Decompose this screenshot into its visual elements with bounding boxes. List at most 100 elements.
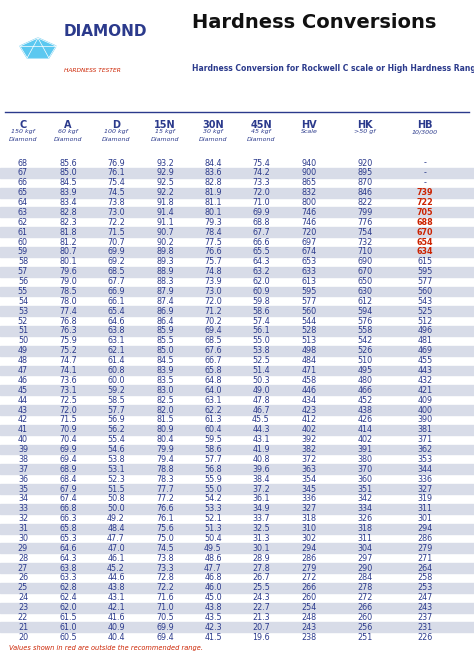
Text: 318: 318 bbox=[357, 524, 373, 533]
Text: 75.9: 75.9 bbox=[59, 336, 77, 346]
Text: 69.4: 69.4 bbox=[59, 455, 77, 464]
Text: 40.8: 40.8 bbox=[252, 455, 270, 464]
Text: 28.9: 28.9 bbox=[252, 554, 270, 563]
Text: 67.7: 67.7 bbox=[107, 277, 125, 286]
Text: 264: 264 bbox=[418, 563, 433, 572]
Text: 674: 674 bbox=[301, 248, 317, 256]
Text: 61.4: 61.4 bbox=[107, 356, 125, 365]
Text: 52: 52 bbox=[18, 317, 28, 325]
Text: 69.9: 69.9 bbox=[156, 623, 174, 632]
Text: 72.0: 72.0 bbox=[59, 406, 77, 415]
Text: 33.7: 33.7 bbox=[252, 514, 270, 523]
Text: 382: 382 bbox=[301, 445, 317, 454]
Text: 800: 800 bbox=[301, 198, 317, 207]
Text: 57.7: 57.7 bbox=[204, 455, 222, 464]
Text: 370: 370 bbox=[357, 465, 373, 474]
Text: 36.1: 36.1 bbox=[252, 494, 270, 503]
Text: 72.5: 72.5 bbox=[59, 396, 77, 405]
Text: 391: 391 bbox=[357, 445, 373, 454]
Text: 67.9: 67.9 bbox=[59, 484, 77, 494]
Text: 61.3: 61.3 bbox=[204, 415, 222, 424]
Text: 60.5: 60.5 bbox=[59, 632, 77, 642]
Bar bbox=[0, 228, 474, 237]
Text: 71.0: 71.0 bbox=[156, 603, 174, 612]
Bar bbox=[0, 326, 474, 336]
Text: 351: 351 bbox=[357, 484, 373, 494]
Text: 400: 400 bbox=[418, 406, 432, 415]
Text: 55.0: 55.0 bbox=[252, 336, 270, 346]
Text: 15 kgf: 15 kgf bbox=[155, 129, 175, 134]
Text: 40.4: 40.4 bbox=[107, 632, 125, 642]
Text: 78.8: 78.8 bbox=[156, 465, 174, 474]
Text: 71.6: 71.6 bbox=[156, 593, 174, 602]
Bar bbox=[0, 425, 474, 435]
Text: 59: 59 bbox=[18, 248, 28, 256]
Text: 38.4: 38.4 bbox=[252, 475, 270, 484]
Text: 42: 42 bbox=[18, 415, 28, 424]
Text: 78.3: 78.3 bbox=[156, 475, 174, 484]
Text: D: D bbox=[112, 120, 120, 130]
Text: Scale: Scale bbox=[301, 129, 318, 134]
Bar bbox=[0, 247, 474, 257]
Text: 47: 47 bbox=[18, 366, 28, 375]
Text: 354: 354 bbox=[301, 475, 317, 484]
Bar bbox=[0, 168, 474, 178]
Text: 78.0: 78.0 bbox=[59, 297, 77, 306]
Text: 53.1: 53.1 bbox=[107, 465, 125, 474]
Text: 76.8: 76.8 bbox=[59, 317, 77, 325]
Text: 49.0: 49.0 bbox=[252, 386, 270, 394]
Text: 68.4: 68.4 bbox=[59, 475, 77, 484]
Text: 251: 251 bbox=[357, 632, 373, 642]
Text: 284: 284 bbox=[357, 574, 373, 582]
Text: 50.8: 50.8 bbox=[107, 494, 125, 503]
Text: 60: 60 bbox=[18, 237, 28, 246]
Polygon shape bbox=[20, 38, 56, 58]
Text: 613: 613 bbox=[301, 277, 317, 286]
Text: 45.5: 45.5 bbox=[252, 415, 270, 424]
Text: 80.9: 80.9 bbox=[156, 425, 174, 434]
Text: 58.6: 58.6 bbox=[204, 445, 222, 454]
Text: 85.5: 85.5 bbox=[156, 336, 174, 346]
Text: 45.0: 45.0 bbox=[204, 593, 222, 602]
Text: 55: 55 bbox=[18, 287, 28, 296]
Text: 56.9: 56.9 bbox=[107, 415, 125, 424]
Text: 633: 633 bbox=[301, 267, 317, 276]
Text: 48.6: 48.6 bbox=[204, 554, 222, 563]
Text: 705: 705 bbox=[417, 208, 433, 217]
Text: 66.7: 66.7 bbox=[204, 356, 222, 365]
Text: 64.6: 64.6 bbox=[107, 317, 125, 325]
Text: 100 kgf: 100 kgf bbox=[104, 129, 128, 134]
Text: 61.0: 61.0 bbox=[59, 623, 77, 632]
Text: 65.8: 65.8 bbox=[204, 366, 222, 375]
Text: 73.8: 73.8 bbox=[156, 554, 174, 563]
Text: 71.0: 71.0 bbox=[252, 198, 270, 207]
Text: 68: 68 bbox=[18, 158, 28, 168]
Text: 76.6: 76.6 bbox=[156, 504, 174, 513]
Text: 74.5: 74.5 bbox=[156, 544, 174, 553]
Text: 68.5: 68.5 bbox=[204, 336, 222, 346]
Text: 51.4: 51.4 bbox=[252, 366, 270, 375]
Text: 10/3000: 10/3000 bbox=[412, 129, 438, 134]
Text: 68.8: 68.8 bbox=[252, 218, 270, 227]
Text: 512: 512 bbox=[418, 317, 433, 325]
Text: 402: 402 bbox=[357, 435, 373, 444]
Text: 63.1: 63.1 bbox=[204, 396, 222, 405]
Text: 81.8: 81.8 bbox=[59, 228, 77, 237]
Text: 334: 334 bbox=[357, 504, 373, 513]
Text: 21: 21 bbox=[18, 623, 28, 632]
Text: 50.0: 50.0 bbox=[107, 504, 125, 513]
Text: 62: 62 bbox=[18, 218, 28, 227]
Text: -: - bbox=[424, 178, 427, 187]
Text: 66: 66 bbox=[18, 178, 28, 187]
Text: 62.0: 62.0 bbox=[59, 603, 77, 612]
Text: 60.0: 60.0 bbox=[107, 376, 125, 385]
Text: 26: 26 bbox=[18, 574, 28, 582]
Text: 69.9: 69.9 bbox=[107, 248, 125, 256]
Bar bbox=[0, 524, 474, 533]
Text: 80.7: 80.7 bbox=[59, 248, 77, 256]
Bar bbox=[0, 464, 474, 474]
Text: 59.8: 59.8 bbox=[252, 297, 270, 306]
Text: 79.0: 79.0 bbox=[59, 277, 77, 286]
Bar bbox=[0, 267, 474, 276]
Text: 30.1: 30.1 bbox=[252, 544, 270, 553]
